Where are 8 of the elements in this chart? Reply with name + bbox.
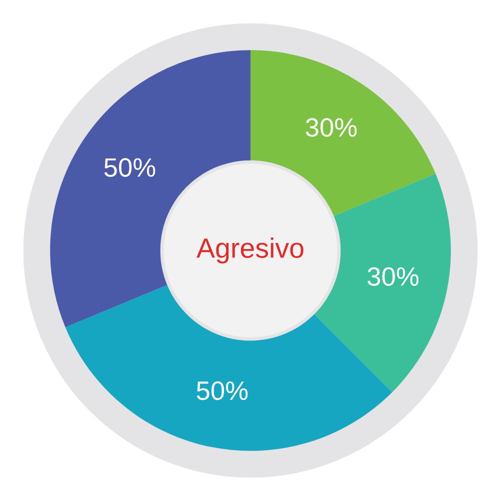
donut-slice: [65, 285, 392, 451]
donut-slice: [314, 174, 451, 392]
text: Agresivo: [196, 238, 304, 264]
data-label: 30%: [368, 267, 418, 286]
data-label: 30%: [306, 118, 357, 137]
donut-slice: [250, 50, 436, 216]
data-label: 50%: [196, 381, 248, 400]
data-label: 50%: [104, 158, 156, 177]
